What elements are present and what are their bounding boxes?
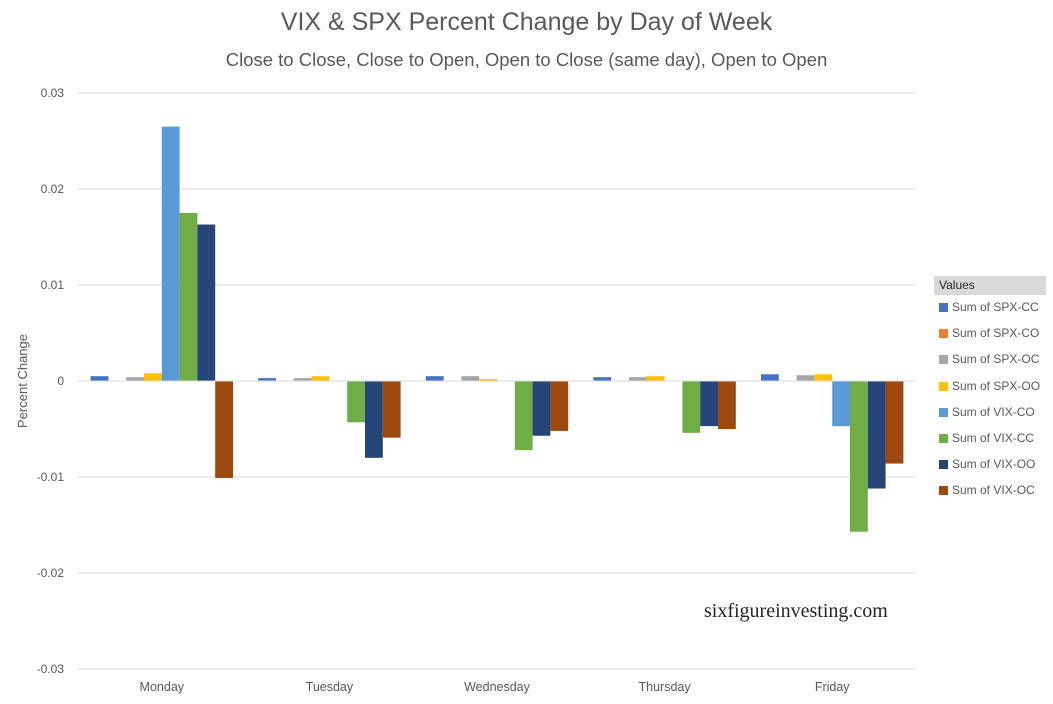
- legend-item: Sum of SPX-OC: [934, 347, 1046, 373]
- bar: [365, 381, 383, 458]
- legend-label: Sum of SPX-CO: [952, 326, 1040, 341]
- legend-label: Sum of VIX-CO: [952, 404, 1035, 419]
- legend-swatch: [939, 329, 948, 339]
- legend: Values Sum of SPX-CC Sum of SPX-CO Sum of …: [934, 276, 1046, 505]
- legend-label: Sum of SPX-OC: [952, 352, 1040, 367]
- chart-subtitle: Close to Close, Close to Open, Open to C…: [225, 49, 828, 70]
- y-tick-label: -0.02: [37, 566, 65, 580]
- legend-item: Sum of SPX-OO: [934, 374, 1046, 400]
- bar: [90, 376, 109, 381]
- legend-label: Sum of SPX-OO: [952, 378, 1041, 393]
- bar: [629, 377, 647, 381]
- x-tick-label: Thursday: [639, 680, 692, 694]
- bar: [425, 376, 444, 381]
- bar: [382, 381, 401, 438]
- axes: 0.03 0.02 0.01 0 -0.01 -0.02 -0.03 Monday Tuesda…: [37, 86, 916, 694]
- legend-item: Sum of VIX-CC: [934, 426, 1046, 452]
- bar: [532, 381, 551, 436]
- bar: [197, 224, 216, 381]
- legend-swatch: [939, 460, 948, 470]
- legend-item: Sum of SPX-CO: [934, 321, 1046, 347]
- bars: [90, 126, 904, 532]
- x-tick-label: Monday: [140, 680, 185, 694]
- bar: [550, 381, 569, 431]
- y-tick-label: -0.03: [37, 662, 65, 676]
- bar: [293, 378, 312, 381]
- x-tick-label: Friday: [815, 680, 850, 694]
- legend-item: Sum of VIX-CO: [934, 400, 1046, 426]
- bar: [215, 381, 233, 478]
- legend-label: Sum of VIX-OO: [952, 457, 1036, 472]
- bar: [885, 381, 904, 464]
- bar: [514, 381, 533, 451]
- bar: [646, 376, 665, 381]
- bar: [461, 376, 480, 381]
- bar: [832, 381, 850, 427]
- legend-swatch: [939, 486, 948, 496]
- y-axis-label: Percent Change: [15, 334, 30, 428]
- y-tick-label: 0.03: [41, 86, 65, 100]
- y-tick-label: 0.01: [41, 278, 65, 292]
- legend-item: Sum of VIX-OO: [934, 452, 1046, 478]
- x-tick-label: Tuesday: [306, 680, 354, 694]
- bar: [682, 381, 701, 433]
- bar: [258, 378, 276, 381]
- legend-swatch: [939, 355, 948, 365]
- y-tick-label: -0.01: [37, 470, 65, 484]
- legend-label: Sum of SPX-CC: [952, 300, 1039, 314]
- legend-swatch: [939, 433, 948, 443]
- bar: [347, 381, 365, 423]
- bar: [761, 374, 779, 381]
- bar: [850, 381, 868, 532]
- chart-title: VIX & SPX Percent Change by Day of Week: [280, 8, 773, 36]
- bar: [700, 381, 718, 427]
- bar: [311, 376, 330, 381]
- bar: [161, 126, 180, 381]
- bar: [796, 375, 815, 381]
- bar: [179, 213, 198, 381]
- bar: [144, 373, 162, 381]
- legend-label: Sum of VIX-CC: [952, 430, 1035, 445]
- legend-title: Values: [934, 276, 1046, 295]
- bar: [593, 377, 612, 381]
- legend-label: Sum of VIX-OC: [952, 483, 1035, 498]
- bar: [814, 374, 833, 381]
- y-tick-label: 0: [57, 374, 64, 388]
- legend-swatch: [939, 303, 948, 312]
- legend-item: Sum of SPX-CC: [934, 295, 1046, 321]
- legend-swatch: [939, 407, 948, 417]
- bar: [126, 377, 144, 381]
- bar: [718, 381, 736, 429]
- legend-swatch: [939, 381, 948, 391]
- bar: [867, 381, 886, 489]
- watermark-text: sixfigureinvesting.com: [704, 600, 888, 622]
- legend-item: Sum of VIX-OC: [934, 478, 1046, 504]
- x-tick-label: Wednesday: [464, 680, 531, 694]
- bar: [479, 379, 497, 381]
- y-tick-label: 0.02: [41, 182, 65, 196]
